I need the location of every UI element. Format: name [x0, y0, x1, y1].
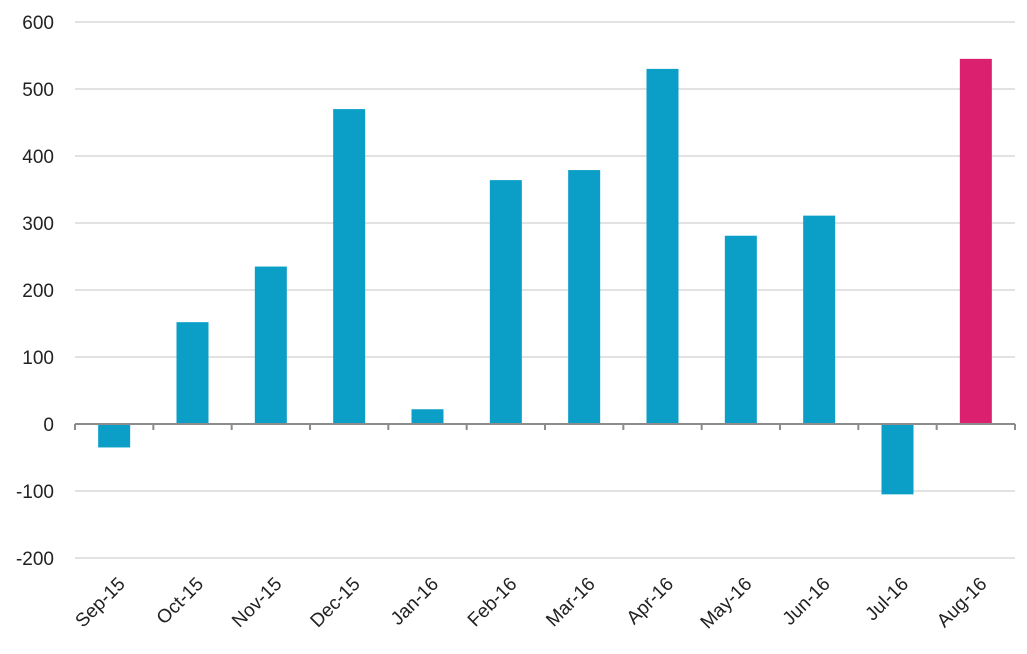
bar-jul-16 — [881, 424, 914, 495]
y-tick-label: -200 — [16, 549, 54, 570]
x-tick-label: Sep-15 — [72, 574, 130, 632]
x-tick-label: Jan-16 — [387, 574, 443, 630]
x-tick-label: Nov-15 — [228, 574, 286, 632]
x-tick-label: Aug-16 — [933, 574, 991, 632]
y-tick-label: 400 — [22, 147, 54, 168]
bar-aug-16 — [959, 58, 992, 424]
x-tick-label: Oct-15 — [153, 574, 208, 629]
y-tick-label: 100 — [22, 348, 54, 369]
gridlines — [75, 21, 1015, 559]
x-axis-labels: Sep-15 Oct-15 Nov-15 Dec-15 Jan-16 Feb-16 Mar-… — [72, 574, 992, 634]
bar-mar-16 — [568, 170, 601, 424]
bar-sep-15 — [98, 424, 131, 448]
y-tick-label: 300 — [22, 214, 54, 235]
y-tick-label: 500 — [22, 80, 54, 101]
bar-dec-15 — [333, 109, 366, 424]
y-tick-label: 200 — [22, 281, 54, 302]
y-tick-label: -100 — [16, 482, 54, 503]
bar-feb-16 — [489, 180, 522, 424]
x-tick-label: Dec-15 — [307, 574, 365, 632]
bar-jan-16 — [411, 409, 444, 424]
bar-jun-16 — [803, 215, 836, 424]
bar-apr-16 — [646, 68, 679, 425]
bars — [98, 58, 992, 495]
y-axis-labels: 600 500 400 300 200 100 0 -100 -200 — [16, 13, 54, 570]
x-tick-label: Jul-16 — [862, 574, 913, 625]
x-tick-label: Feb-16 — [464, 574, 521, 631]
x-axis — [74, 423, 1016, 430]
y-tick-label: 600 — [22, 13, 54, 34]
bar-oct-15 — [176, 322, 209, 424]
x-tick-label: Apr-16 — [623, 574, 678, 629]
x-tick-label: Jun-16 — [779, 574, 835, 630]
x-tick-label: Mar-16 — [542, 574, 599, 631]
x-tick-label: May-16 — [697, 574, 757, 634]
bar-nov-15 — [254, 266, 287, 424]
bar-may-16 — [724, 235, 757, 424]
y-tick-label: 0 — [43, 415, 54, 436]
